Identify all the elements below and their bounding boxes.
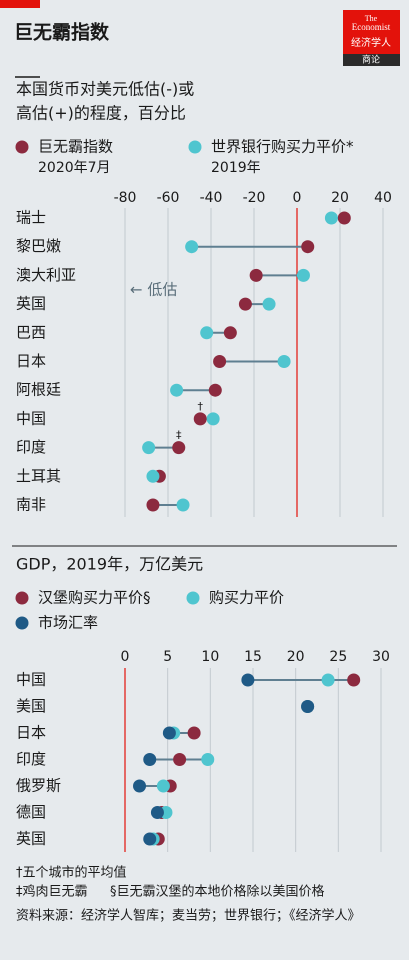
category-label: 瑞士 (16, 209, 46, 227)
category-label: 英国 (16, 830, 46, 848)
category-label: 南非 (16, 496, 46, 514)
dot (296, 268, 310, 282)
chart-title: 本国货币对美元低估(-)或 (16, 80, 194, 99)
category-label: 印度 (16, 750, 46, 768)
legend-sublabel: 2020年7月 (38, 160, 111, 176)
legend-label: 汉堡购买力平价§ (38, 589, 151, 607)
dot (301, 240, 315, 254)
category-label: 德国 (16, 803, 46, 821)
legend-label: 购买力平价 (209, 589, 284, 607)
dot (172, 441, 186, 455)
dot (301, 700, 315, 713)
dot (176, 498, 190, 512)
dot (249, 268, 263, 282)
dot (238, 297, 252, 311)
source: 资料来源：经济学人智库；麦当劳；世界银行；《经济学人》 (16, 908, 361, 924)
logo-text: 经济学人 (351, 36, 391, 49)
dot (187, 726, 201, 740)
logo (343, 10, 400, 54)
dot (223, 326, 237, 340)
dot (173, 753, 187, 766)
page-title: 巨无霸指数 (14, 21, 110, 44)
legend-marker (15, 591, 29, 605)
x-tick-label: 10 (201, 649, 219, 665)
category-label: 美国 (16, 697, 46, 715)
category-label: 土耳其 (16, 467, 61, 485)
dot (185, 240, 199, 254)
footnote: ‡鸡肉巨无霸 (16, 884, 88, 900)
logo-strip (343, 54, 400, 66)
legend-label: 市场汇率 (38, 614, 98, 632)
x-tick-label: -40 (200, 190, 223, 206)
category-label: 印度 (16, 438, 46, 456)
dot (324, 211, 338, 225)
header-bar (0, 0, 40, 8)
legend-marker (15, 616, 29, 630)
dot (156, 779, 170, 793)
annotation: ← 低估 (130, 281, 177, 299)
legend-marker (15, 140, 29, 154)
dot (201, 753, 215, 766)
x-tick-label: 0 (121, 649, 130, 665)
dot (337, 211, 351, 225)
point-symbol: † (198, 400, 204, 413)
category-label: 日本 (16, 352, 46, 370)
dot (213, 355, 227, 368)
chart-title: GDP，2019年，万亿美元 (16, 555, 203, 574)
chart-title: 高估(+)的程度，百分比 (16, 104, 186, 123)
logo-text: Economist (352, 22, 391, 32)
dot (262, 297, 276, 311)
dot (170, 383, 184, 397)
x-tick-label: 40 (374, 190, 392, 206)
dot (241, 673, 255, 687)
category-label: 俄罗斯 (16, 777, 61, 795)
dot (208, 383, 222, 397)
dot (200, 326, 214, 340)
x-tick-label: -80 (114, 190, 137, 206)
point-symbol: ‡ (176, 429, 182, 442)
category-label: 英国 (16, 295, 46, 313)
x-tick-label: 25 (329, 649, 347, 665)
logo-tag: 商论 (362, 54, 380, 66)
dot (193, 412, 207, 426)
dot (142, 441, 156, 455)
x-tick-label: 20 (287, 649, 305, 665)
legend-marker (186, 591, 200, 605)
legend-marker (188, 140, 202, 154)
footnote: §巨无霸汉堡的本地价格除以美国价格 (110, 884, 325, 900)
dot (162, 726, 176, 740)
dot (143, 832, 157, 846)
legend-label: 世界银行购买力平价* (211, 138, 354, 156)
dot (133, 779, 147, 793)
dot (143, 753, 157, 766)
x-tick-label: -60 (157, 190, 180, 206)
logo-text: The (365, 14, 378, 23)
dot (146, 498, 160, 512)
legend-sublabel: 2019年 (211, 160, 261, 176)
x-tick-label: 30 (372, 649, 390, 665)
category-label: 阿根廷 (16, 381, 61, 399)
category-label: 中国 (16, 409, 46, 427)
category-label: 日本 (16, 724, 46, 742)
dot (277, 355, 291, 368)
dot (206, 412, 220, 426)
x-tick-label: -20 (243, 190, 266, 206)
x-tick-label: 0 (293, 190, 302, 206)
footnote: †五个城市的平均值 (16, 865, 127, 881)
legend-label: 巨无霸指数 (38, 138, 113, 156)
dot (321, 673, 335, 687)
category-label: 黎巴嫩 (16, 237, 61, 255)
category-label: 澳大利亚 (16, 266, 76, 284)
category-label: 巴西 (16, 323, 46, 341)
x-tick-label: 15 (244, 649, 262, 665)
category-label: 中国 (16, 671, 46, 689)
x-tick-label: 20 (331, 190, 349, 206)
dot (347, 673, 361, 687)
dot (146, 469, 160, 483)
dot (150, 806, 164, 819)
x-tick-label: 5 (163, 649, 172, 665)
